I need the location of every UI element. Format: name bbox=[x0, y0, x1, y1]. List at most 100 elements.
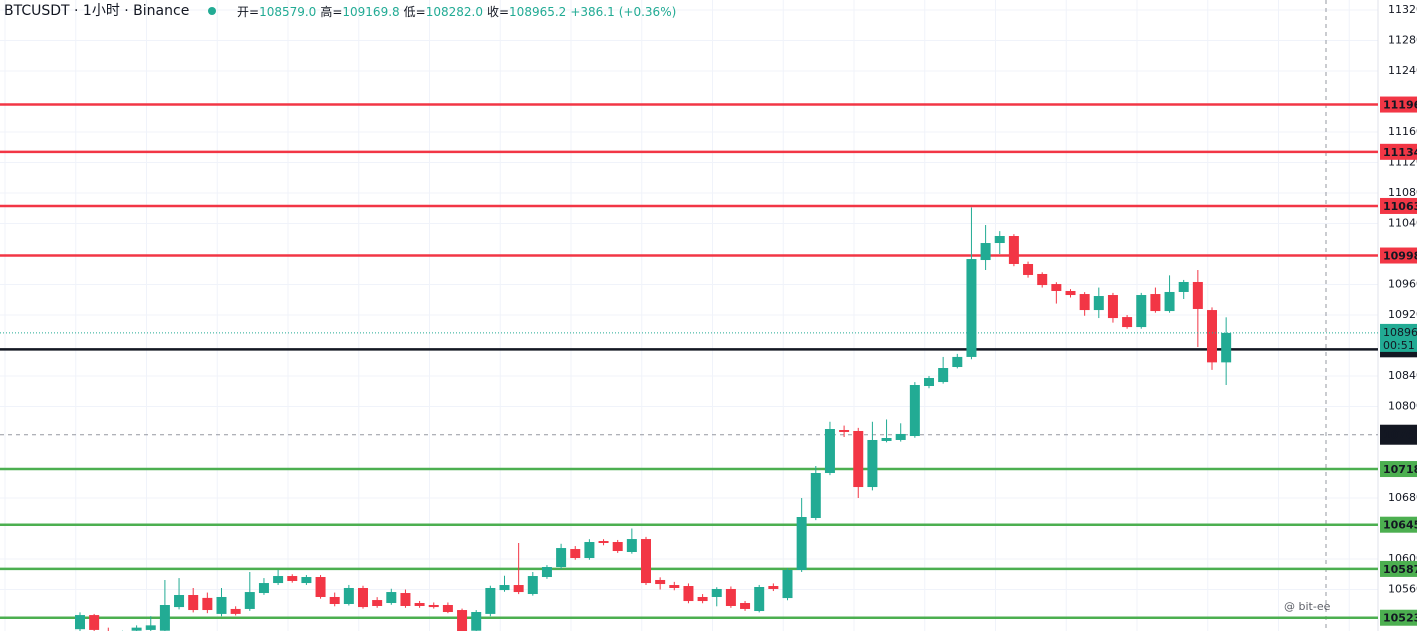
status-dot bbox=[208, 7, 216, 15]
candle-body bbox=[75, 615, 85, 630]
candle-body bbox=[386, 592, 397, 604]
candle-body bbox=[1065, 290, 1076, 296]
candle-body bbox=[400, 593, 411, 606]
crosshair-tag bbox=[1380, 424, 1417, 445]
candle-body bbox=[287, 576, 298, 581]
candle-body bbox=[1207, 310, 1217, 363]
candle-body bbox=[1150, 294, 1161, 312]
candle-body bbox=[839, 429, 850, 432]
candle-body bbox=[1192, 281, 1203, 309]
candle-body bbox=[1164, 291, 1175, 312]
ohlc-label: 收= bbox=[487, 5, 509, 19]
candle-body bbox=[867, 439, 878, 488]
candle-body bbox=[174, 595, 185, 608]
price-line-label: 109980 bbox=[1383, 250, 1417, 263]
candle-body bbox=[740, 603, 751, 609]
candle-body bbox=[358, 587, 368, 608]
candle-body bbox=[669, 585, 680, 588]
last-price-label: 108965.2 bbox=[1383, 326, 1417, 339]
watermark: @ bit-ee bbox=[1284, 600, 1331, 613]
price-line-tag bbox=[1380, 96, 1417, 113]
candle-body bbox=[230, 608, 241, 614]
candle-body bbox=[768, 586, 779, 589]
candle-body bbox=[301, 577, 312, 584]
candle-body bbox=[725, 588, 736, 606]
ohlc-header: 开=108579.0 高=109169.8 低=108282.0 收=108965.2… bbox=[237, 4, 676, 19]
candle-body bbox=[612, 542, 623, 552]
candle-body bbox=[1122, 317, 1133, 328]
candle-body bbox=[1178, 281, 1189, 292]
y-tick-label: 111600 bbox=[1388, 125, 1417, 138]
candle-body bbox=[556, 548, 567, 568]
candle-body bbox=[485, 587, 496, 614]
y-tick-label: 108400 bbox=[1388, 369, 1417, 382]
candle-body bbox=[372, 600, 383, 606]
change-pct: (+0.36%) bbox=[619, 5, 677, 19]
candle-body bbox=[258, 583, 269, 594]
price-line-label: 105230 bbox=[1383, 612, 1417, 625]
ohlc-value: 108965.2 bbox=[509, 5, 566, 19]
candle-body bbox=[188, 595, 199, 611]
candle-body bbox=[980, 243, 991, 261]
candle-body bbox=[89, 615, 100, 630]
price-line-label: 111960 bbox=[1383, 99, 1417, 112]
price-line-label: 105870 bbox=[1383, 563, 1417, 576]
y-tick-label: 112400 bbox=[1388, 64, 1417, 77]
y-tick-label: 110800 bbox=[1388, 186, 1417, 199]
candle-body bbox=[527, 576, 538, 595]
candle-body bbox=[1037, 273, 1048, 286]
candle-body bbox=[442, 604, 453, 613]
candle-body bbox=[683, 586, 694, 602]
candle-body bbox=[541, 567, 552, 578]
y-tick-label: 109600 bbox=[1388, 278, 1417, 291]
candle-body bbox=[414, 603, 425, 606]
candle-body bbox=[909, 385, 920, 437]
candle-body bbox=[131, 627, 142, 631]
candle-body bbox=[782, 569, 793, 599]
price-line-tag bbox=[1380, 609, 1417, 626]
change: +386.1 bbox=[570, 5, 614, 19]
candle-body bbox=[1079, 294, 1090, 311]
candle-body bbox=[598, 541, 609, 544]
crosshair-label: 107630 bbox=[1383, 429, 1417, 442]
candle-body bbox=[711, 588, 722, 597]
candle-body bbox=[428, 604, 439, 608]
ohlc-value: 108282.0 bbox=[426, 5, 483, 19]
candle-body bbox=[1221, 332, 1232, 363]
candle-body bbox=[1093, 296, 1104, 311]
candle-body bbox=[499, 585, 510, 591]
candle-body bbox=[1051, 284, 1062, 291]
countdown: 00:51 bbox=[1383, 339, 1415, 352]
ohlc-label: 开= bbox=[237, 5, 259, 19]
candle-body bbox=[1023, 263, 1034, 275]
candle-body bbox=[966, 259, 977, 357]
candle-body bbox=[655, 579, 666, 585]
y-tick-label: 108000 bbox=[1388, 400, 1417, 413]
price-line-tag bbox=[1380, 197, 1417, 214]
ohlc-value: 109169.8 bbox=[342, 5, 399, 19]
candle-body bbox=[796, 517, 807, 570]
candle-body bbox=[216, 596, 227, 614]
price-line-tag bbox=[1380, 461, 1417, 478]
candle-body bbox=[895, 433, 906, 440]
candle-body bbox=[697, 596, 708, 602]
price-line-tag bbox=[1380, 143, 1417, 160]
candle-body bbox=[457, 610, 468, 631]
price-line-label: 106450 bbox=[1383, 519, 1417, 532]
candle-body bbox=[202, 597, 213, 611]
candle-body bbox=[952, 356, 963, 368]
candle-body bbox=[584, 542, 595, 559]
y-tick-label: 112800 bbox=[1388, 33, 1417, 46]
candle-body bbox=[513, 585, 524, 593]
y-tick-label: 106800 bbox=[1388, 491, 1417, 504]
ohlc-label: 低= bbox=[404, 5, 426, 19]
candle-body bbox=[273, 576, 284, 584]
candle-body bbox=[626, 539, 637, 553]
candle-body bbox=[315, 577, 326, 597]
price-line-label: 111340 bbox=[1383, 146, 1417, 159]
candle-body bbox=[244, 592, 255, 609]
y-tick-label: 113200 bbox=[1388, 3, 1417, 16]
candle-body bbox=[145, 625, 156, 630]
